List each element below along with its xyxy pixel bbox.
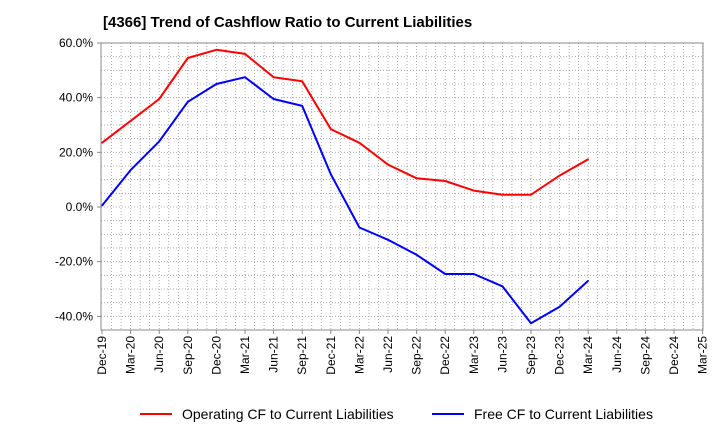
data-point-operating-cf	[244, 53, 246, 55]
x-tick-label: Mar-23	[467, 336, 481, 374]
data-point-free-cf	[101, 204, 103, 207]
y-tick-label: -20.0%	[55, 255, 93, 269]
x-tick-label: Jun-21	[267, 336, 281, 373]
series-line-operating-cf	[101, 48, 589, 196]
y-tick-label: 0.0%	[66, 200, 94, 214]
data-point-operating-cf	[530, 193, 532, 196]
data-point-operating-cf	[187, 57, 189, 59]
data-point-free-cf	[501, 285, 504, 288]
data-point-free-cf	[444, 273, 447, 275]
legend-item-operating-cf: Operating CF to Current Liabilities	[140, 406, 394, 422]
x-tick-label: Sep-22	[410, 336, 424, 375]
data-point-free-cf	[587, 280, 589, 282]
x-tick-label: Sep-23	[524, 336, 538, 375]
data-point-operating-cf	[501, 193, 504, 196]
x-tick-label: Jun-20	[152, 336, 166, 373]
x-axis-ticks: Dec-19 Mar-20 Jun-20 Sep-20 Dec-20 Mar-21 Jun-…	[95, 330, 710, 375]
data-point-operating-cf	[473, 189, 475, 192]
legend-item-free-cf: Free CF to Current Liabilities	[432, 406, 653, 422]
chart-title: [4366] Trend of Cashflow Ratio to Curren…	[103, 14, 473, 31]
data-point-free-cf	[158, 140, 160, 143]
data-point-operating-cf	[330, 128, 332, 130]
x-tick-label: Mar-25	[696, 336, 710, 374]
data-point-free-cf	[530, 322, 532, 324]
legend-swatch-operating-cf	[140, 413, 172, 415]
data-point-operating-cf	[301, 80, 304, 83]
series-line-free-cf	[101, 76, 589, 325]
data-point-operating-cf	[129, 120, 132, 122]
data-point-operating-cf	[587, 158, 589, 160]
data-point-free-cf	[330, 173, 332, 175]
x-tick-label: Jun-23	[495, 336, 509, 373]
data-point-free-cf	[415, 254, 418, 256]
data-point-free-cf	[187, 100, 189, 103]
data-point-free-cf	[473, 273, 475, 275]
x-tick-label: Sep-21	[295, 336, 309, 375]
x-tick-label: Dec-23	[553, 336, 567, 375]
y-tick-label: 60.0%	[59, 36, 93, 50]
data-point-free-cf	[301, 105, 304, 107]
y-tick-label: -40.0%	[55, 309, 93, 323]
x-tick-label: Sep-20	[181, 336, 195, 375]
data-point-free-cf	[558, 305, 561, 308]
plot-frame	[100, 42, 704, 331]
y-tick-label: 40.0%	[59, 91, 93, 105]
x-tick-label: Dec-19	[95, 336, 109, 375]
data-point-free-cf	[272, 98, 275, 100]
data-point-operating-cf	[358, 141, 361, 144]
y-axis-ticks: 60.0% 40.0% 20.0% 0.0% -20.0% -40.0%	[55, 36, 101, 323]
data-point-operating-cf	[415, 177, 418, 180]
legend-swatch-free-cf	[432, 413, 464, 415]
data-point-free-cf	[244, 76, 246, 78]
data-point-operating-cf	[215, 49, 218, 51]
x-tick-label: Mar-22	[352, 336, 366, 374]
x-tick-label: Mar-20	[124, 336, 138, 374]
x-tick-label: Dec-20	[209, 336, 223, 375]
x-tick-label: Jun-22	[381, 336, 395, 373]
y-tick-label: 20.0%	[59, 145, 93, 159]
data-point-operating-cf	[387, 163, 389, 166]
x-tick-label: Mar-21	[238, 336, 252, 374]
data-point-free-cf	[358, 226, 361, 229]
x-tick-label: Jun-24	[610, 336, 624, 373]
legend-label-free-cf: Free CF to Current Liabilities	[474, 406, 653, 422]
data-point-operating-cf	[158, 98, 160, 100]
data-point-free-cf	[129, 169, 132, 171]
data-point-operating-cf	[101, 141, 103, 144]
data-point-free-cf	[387, 239, 389, 241]
x-tick-label: Dec-22	[438, 336, 452, 375]
data-point-free-cf	[215, 83, 218, 85]
data-point-operating-cf	[444, 180, 447, 182]
x-tick-label: Sep-24	[638, 336, 652, 375]
data-point-operating-cf	[272, 76, 275, 78]
x-tick-label: Dec-21	[324, 336, 338, 375]
legend-label-operating-cf: Operating CF to Current Liabilities	[182, 406, 394, 422]
data-point-operating-cf	[558, 174, 561, 177]
x-tick-label: Mar-24	[581, 336, 595, 374]
x-tick-label: Dec-24	[667, 336, 681, 375]
series-layer	[101, 48, 589, 325]
grid	[101, 43, 703, 330]
